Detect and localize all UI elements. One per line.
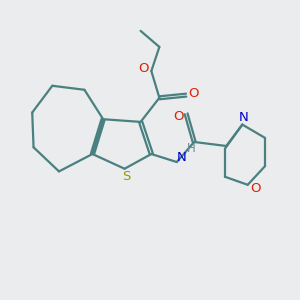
Text: O: O: [188, 87, 199, 100]
Text: H: H: [187, 142, 196, 155]
Text: O: O: [139, 62, 149, 75]
Text: N: N: [177, 151, 187, 164]
Text: O: O: [250, 182, 261, 195]
Text: O: O: [173, 110, 184, 123]
Text: S: S: [122, 170, 130, 183]
Text: N: N: [239, 111, 249, 124]
